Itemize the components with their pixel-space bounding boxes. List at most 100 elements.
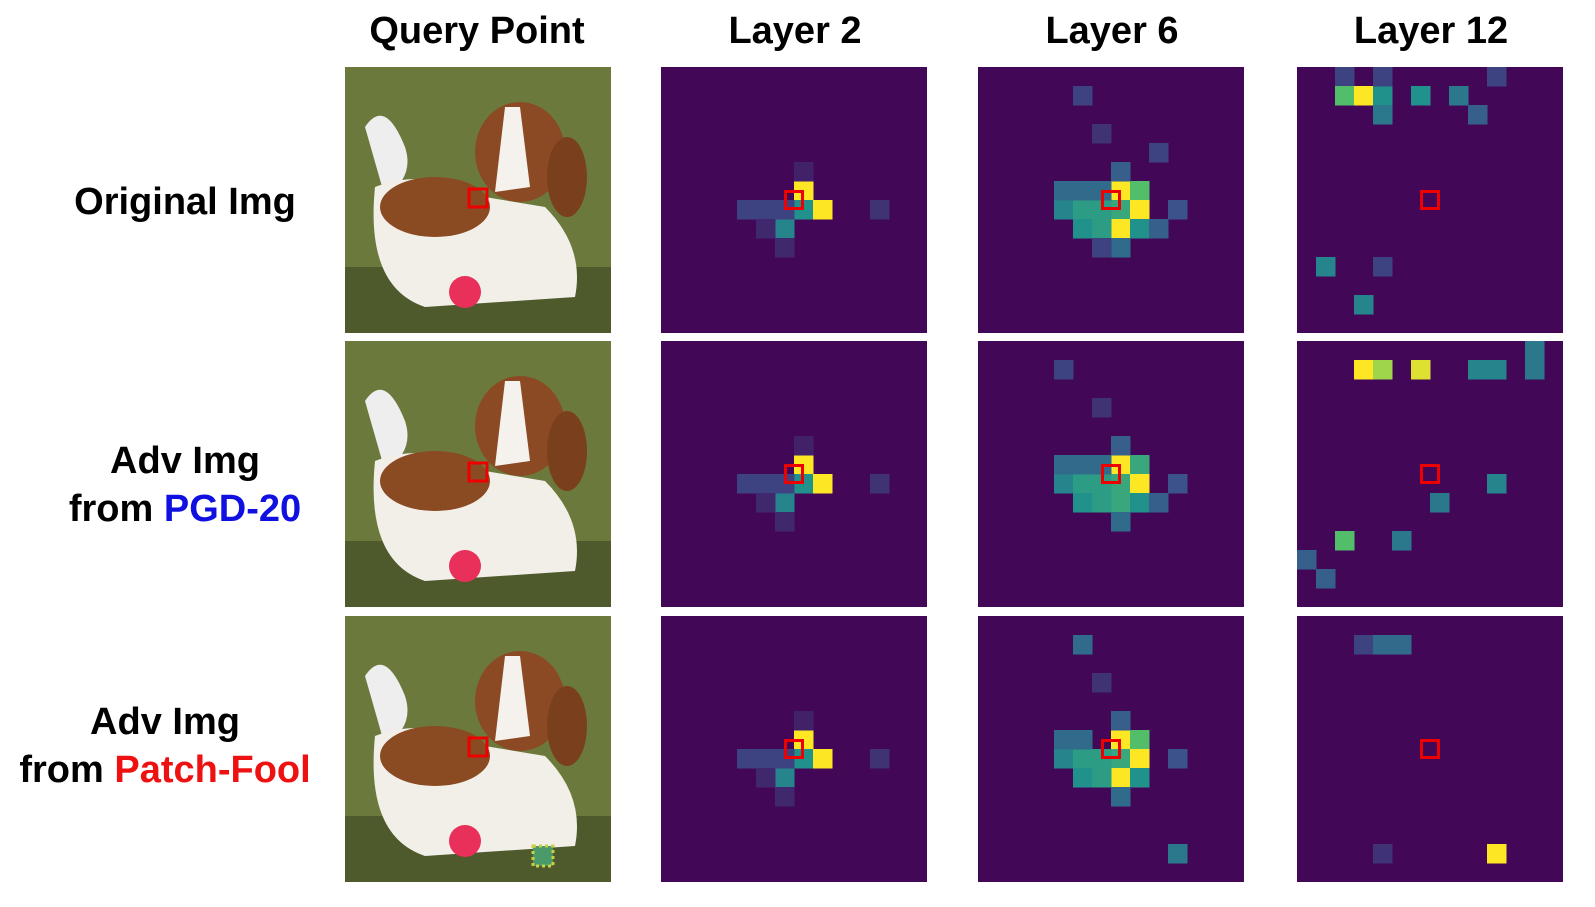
map-cell: [1168, 749, 1188, 769]
map-cell: [1373, 635, 1393, 655]
dog-back: [380, 726, 490, 786]
map-cell: [1316, 257, 1336, 277]
column-header: Layer 2: [728, 10, 862, 52]
map-cell: [1449, 86, 1469, 106]
query-box: [1420, 739, 1440, 759]
map-cell: [1392, 635, 1412, 655]
map-cell: [1487, 474, 1507, 494]
map-cell: [1073, 455, 1093, 475]
map-cell: [756, 200, 776, 220]
map-cell: [1149, 143, 1169, 163]
map-cell: [756, 474, 776, 494]
map-bg: [1297, 616, 1563, 882]
map-cell: [756, 768, 776, 788]
map-cell: [775, 493, 795, 513]
query-box: [1101, 464, 1121, 484]
attention-map: [661, 341, 927, 607]
map-cell: [1073, 730, 1093, 750]
dog-tail: [365, 664, 408, 746]
map-cell: [1130, 730, 1150, 750]
map-cell: [1149, 493, 1169, 513]
map-cell: [1073, 768, 1093, 788]
column-header: Query Point: [369, 10, 585, 52]
dog-ear: [547, 137, 587, 217]
map-cell: [794, 162, 814, 182]
map-cell: [1335, 67, 1355, 87]
query-box: [1101, 739, 1121, 759]
map-cell: [1111, 436, 1131, 456]
query-box: [1420, 464, 1440, 484]
map-cell: [1468, 360, 1488, 380]
map-cell: [1073, 493, 1093, 513]
map-cell: [1335, 531, 1355, 551]
map-cell: [756, 749, 776, 769]
map-cell: [870, 749, 890, 769]
map-cell: [1168, 474, 1188, 494]
map-cell: [1054, 730, 1074, 750]
map-cell: [1111, 787, 1131, 807]
map-cell: [1092, 398, 1112, 418]
query-box: [467, 736, 489, 758]
map-cell: [813, 200, 833, 220]
row-label-text: Adv Img: [110, 440, 260, 482]
query-image: [345, 67, 611, 333]
map-cell: [1092, 673, 1112, 693]
map-cell: [1525, 360, 1545, 380]
map-cell: [1392, 531, 1412, 551]
map-cell: [1130, 219, 1150, 239]
map-cell: [1373, 360, 1393, 380]
map-cell: [1316, 569, 1336, 589]
adv-patch: [531, 844, 555, 868]
map-cell: [775, 787, 795, 807]
query-box: [784, 464, 804, 484]
ball: [449, 276, 481, 308]
map-cell: [1054, 455, 1074, 475]
map-cell: [1073, 86, 1093, 106]
map-cell: [1354, 360, 1374, 380]
attention-map: [1297, 67, 1563, 333]
row-label-text: Adv Img: [90, 701, 240, 743]
row-label-text: from: [19, 749, 104, 791]
column-header: Layer 12: [1353, 10, 1509, 52]
map-cell: [1411, 360, 1431, 380]
map-cell: [1354, 295, 1374, 315]
attention-map: [978, 616, 1244, 882]
map-cell: [1111, 711, 1131, 731]
query-box: [1420, 190, 1440, 210]
attention-map: [978, 341, 1244, 607]
map-cell: [1111, 219, 1131, 239]
row-label-text: from: [68, 488, 154, 530]
map-cell: [794, 436, 814, 456]
map-cell: [1373, 86, 1393, 106]
map-cell: [756, 493, 776, 513]
map-cell: [1111, 238, 1131, 258]
query-box: [784, 190, 804, 210]
map-cell: [775, 768, 795, 788]
map-cell: [1525, 341, 1545, 361]
map-cell: [870, 200, 890, 220]
query-box: [1101, 190, 1121, 210]
query-image: [345, 341, 611, 607]
map-cell: [756, 219, 776, 239]
map-cell: [1297, 550, 1317, 570]
map-cell: [1111, 162, 1131, 182]
map-cell: [1092, 768, 1112, 788]
map-cell: [1373, 844, 1393, 864]
map-cell: [1111, 768, 1131, 788]
row-label-text: Original Img: [74, 181, 296, 223]
map-cell: [1073, 749, 1093, 769]
attention-map: [661, 616, 927, 882]
dog-tail: [365, 115, 408, 197]
map-cell: [1130, 749, 1150, 769]
map-cell: [1073, 474, 1093, 494]
map-cell: [1073, 200, 1093, 220]
dog-blaze: [495, 107, 530, 192]
map-cell: [1411, 86, 1431, 106]
map-cell: [1130, 200, 1150, 220]
map-cell: [1487, 844, 1507, 864]
attention-map: [661, 67, 927, 333]
dog-back: [380, 177, 490, 237]
query-box: [784, 739, 804, 759]
map-cell: [1054, 360, 1074, 380]
